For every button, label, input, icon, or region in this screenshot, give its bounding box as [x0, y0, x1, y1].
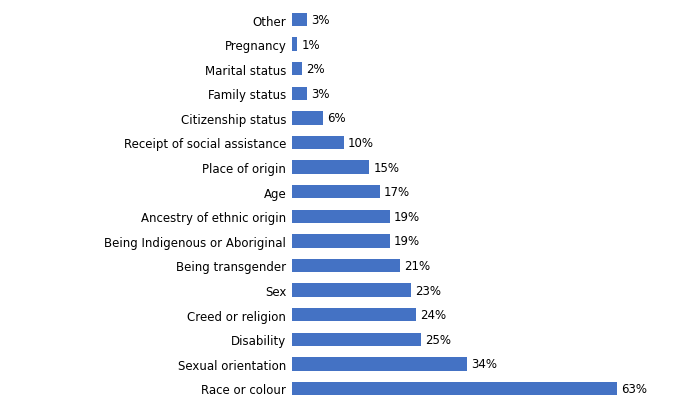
Bar [292, 284, 411, 297]
Text: 23%: 23% [415, 284, 441, 297]
Bar [292, 161, 369, 174]
Text: 2%: 2% [306, 63, 325, 76]
Text: 24%: 24% [420, 308, 446, 321]
Bar [292, 185, 379, 199]
Bar [292, 259, 400, 272]
Text: 19%: 19% [394, 235, 420, 248]
Text: 34%: 34% [472, 357, 498, 371]
Bar [292, 382, 617, 395]
Text: 21%: 21% [404, 259, 431, 272]
Text: 3%: 3% [311, 14, 330, 27]
Text: 3%: 3% [311, 88, 330, 101]
Text: 15%: 15% [373, 161, 400, 174]
Bar [292, 308, 416, 321]
Bar [292, 112, 323, 125]
Bar [292, 38, 297, 52]
Bar [292, 63, 302, 76]
Bar [292, 333, 421, 346]
Bar [292, 13, 307, 27]
Bar [292, 357, 468, 371]
Text: 6%: 6% [327, 112, 345, 125]
Bar [292, 136, 343, 150]
Bar [292, 210, 390, 223]
Bar [292, 87, 307, 101]
Text: 25%: 25% [425, 333, 451, 346]
Text: 63%: 63% [621, 382, 647, 395]
Text: 17%: 17% [384, 186, 410, 199]
Text: 1%: 1% [301, 38, 320, 52]
Text: 10%: 10% [348, 137, 374, 150]
Bar [292, 234, 390, 248]
Text: 19%: 19% [394, 210, 420, 223]
